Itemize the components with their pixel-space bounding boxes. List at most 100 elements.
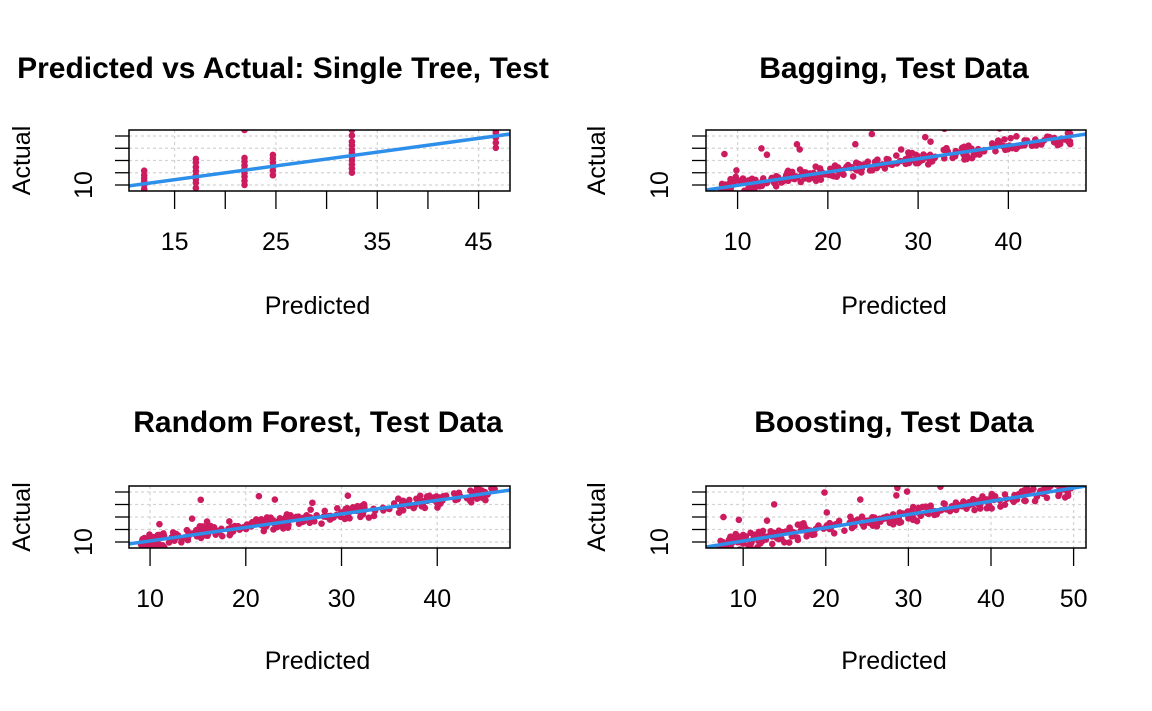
data-point	[257, 516, 265, 523]
data-point	[492, 144, 500, 152]
data-point	[821, 489, 828, 496]
data-point	[805, 176, 813, 183]
data-point	[741, 187, 748, 191]
data-point	[963, 155, 970, 163]
y-tick-label: 10	[70, 171, 98, 199]
chart-panel-3: 10 20 30 40 10 Random Forest, Test Data Predic…	[8, 406, 511, 675]
data-point	[1000, 463, 1007, 470]
data-point	[188, 515, 196, 522]
data-point	[717, 537, 724, 545]
chart-panel-4: 10 20 30 40 50 10 Boosting, Test Data Predicted…	[583, 406, 1088, 675]
chart-panel-1: 15 25 35 45 10 Predicted vs Actual: Single Tr…	[8, 52, 549, 320]
data-point	[269, 171, 277, 179]
data-point	[147, 544, 154, 548]
data-point	[1012, 145, 1020, 153]
chart-title: Boosting, Test Data	[754, 406, 1034, 439]
data-point	[488, 486, 495, 492]
data-point	[241, 154, 248, 162]
data-point	[156, 520, 163, 528]
data-point	[1030, 486, 1037, 493]
data-point	[812, 163, 820, 170]
data-point	[450, 490, 458, 497]
data-point	[309, 499, 316, 507]
data-point	[321, 507, 329, 515]
data-point	[768, 540, 776, 548]
data-point	[893, 152, 900, 159]
data-point	[965, 119, 972, 126]
fit-line	[706, 132, 1086, 191]
x-tick-label: 15	[161, 228, 189, 256]
data-point	[908, 149, 916, 157]
data-point	[1047, 469, 1054, 476]
data-point	[763, 151, 771, 159]
data-point	[856, 496, 864, 503]
data-point	[852, 140, 859, 148]
data-point	[218, 532, 226, 540]
points-group	[706, 112, 1086, 191]
points-group	[129, 130, 510, 191]
data-point	[467, 499, 475, 506]
data-point	[731, 177, 738, 185]
points-group	[129, 462, 510, 548]
data-point	[868, 130, 876, 138]
data-point	[241, 130, 248, 134]
data-point	[360, 502, 368, 509]
data-point	[344, 492, 352, 499]
data-point	[492, 139, 500, 147]
x-tick-label: 20	[814, 228, 842, 256]
data-point	[767, 527, 774, 535]
y-axis-label: Actual	[583, 126, 611, 195]
data-point	[1015, 113, 1022, 120]
data-point	[721, 150, 728, 158]
data-point	[146, 531, 153, 538]
data-point	[941, 130, 948, 133]
data-point	[165, 539, 173, 546]
x-tick-label: 30	[904, 228, 932, 256]
data-point	[192, 184, 200, 191]
data-point	[159, 542, 166, 548]
y-tick-label: 10	[646, 528, 674, 556]
data-point	[928, 158, 936, 165]
data-point	[915, 504, 922, 512]
data-point	[941, 500, 948, 508]
data-point	[794, 521, 802, 528]
x-tick-label: 25	[262, 228, 290, 256]
fit-line	[129, 132, 510, 188]
data-point	[992, 147, 999, 155]
data-point	[927, 502, 934, 509]
data-point	[350, 504, 357, 512]
data-point	[140, 171, 148, 179]
data-point	[365, 514, 373, 521]
data-point	[988, 505, 996, 512]
data-point	[922, 503, 929, 511]
data-point	[226, 531, 234, 539]
x-tick-label: 35	[363, 228, 391, 256]
data-point	[736, 546, 743, 548]
data-point	[927, 138, 934, 146]
data-point	[471, 471, 478, 478]
data-point	[781, 538, 788, 546]
data-point	[1021, 497, 1028, 504]
data-point	[140, 167, 148, 174]
data-point	[847, 513, 854, 521]
data-point	[794, 536, 802, 544]
data-point	[420, 462, 427, 469]
data-point	[370, 512, 378, 520]
data-point	[763, 517, 771, 524]
data-point	[197, 496, 205, 504]
data-point	[796, 146, 803, 153]
data-point	[803, 533, 810, 540]
data-point	[333, 505, 341, 512]
x-tick-label: 50	[1060, 585, 1088, 613]
x-axis-label: Predicted	[265, 292, 371, 320]
data-point	[348, 132, 356, 139]
fit-line	[706, 486, 1086, 548]
data-point	[976, 151, 983, 158]
data-point	[1007, 134, 1014, 142]
data-point	[830, 529, 838, 537]
chart-panel-2: 10 20 30 40 10 Bagging, Test Data Predicted Act…	[583, 52, 1087, 320]
y-axis-label: Actual	[8, 482, 36, 551]
data-point	[1058, 112, 1065, 119]
chart-title: Predicted vs Actual: Single Tree, Test	[17, 52, 549, 85]
data-point	[797, 178, 805, 186]
